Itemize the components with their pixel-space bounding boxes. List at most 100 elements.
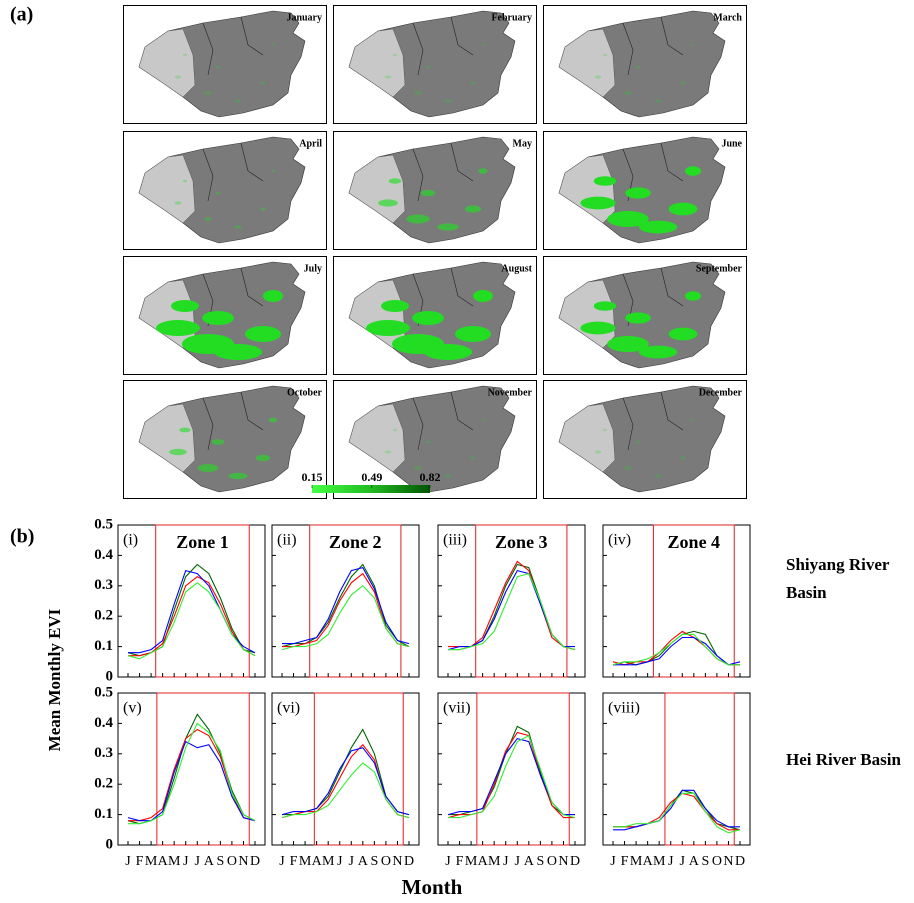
vegetation bbox=[444, 474, 452, 478]
evi-line bbox=[281, 585, 410, 651]
vegetation bbox=[638, 220, 678, 234]
month-label: April bbox=[299, 138, 322, 149]
vegetation bbox=[594, 75, 602, 79]
vegetation bbox=[263, 290, 283, 302]
y-tick-label: 0.4 bbox=[94, 547, 113, 563]
vegetation bbox=[197, 464, 219, 472]
month-label: June bbox=[721, 138, 742, 149]
vegetation bbox=[255, 454, 271, 462]
vegetation bbox=[169, 448, 187, 456]
evi-line bbox=[128, 576, 256, 657]
x-tick-label: J bbox=[445, 854, 451, 869]
map-panel: October bbox=[123, 380, 327, 499]
vegetation bbox=[260, 207, 266, 211]
x-tick-label: J bbox=[610, 854, 616, 869]
y-tick-label: 0.4 bbox=[94, 715, 113, 731]
vegetation bbox=[156, 320, 200, 336]
x-tick-label: F bbox=[456, 854, 464, 869]
vegetation bbox=[214, 344, 262, 360]
month-label: May bbox=[513, 138, 532, 149]
boundary bbox=[202, 142, 264, 202]
x-tick-label: J bbox=[183, 854, 189, 869]
vegetation bbox=[580, 196, 616, 210]
vegetation bbox=[470, 81, 476, 85]
map-panel: January bbox=[123, 5, 327, 124]
evi-line bbox=[282, 572, 410, 648]
vegetation bbox=[481, 43, 485, 47]
vegetation bbox=[384, 75, 392, 79]
x-tick-label: M bbox=[630, 854, 643, 869]
vegetation bbox=[685, 166, 701, 176]
evi-line bbox=[448, 572, 576, 651]
x-tick-label: J bbox=[680, 854, 686, 869]
vegetation bbox=[412, 311, 444, 325]
x-tick-label: A bbox=[158, 854, 169, 869]
x-tick-label: J bbox=[503, 854, 509, 869]
x-tick-label: N bbox=[238, 854, 248, 869]
x-tick-label: S bbox=[370, 854, 378, 869]
panel-number: (viii) bbox=[608, 700, 640, 717]
zone-title: Zone 1 bbox=[176, 532, 229, 552]
x-tick-label: A bbox=[643, 854, 654, 869]
y-tick-label: 0.2 bbox=[94, 608, 113, 624]
vegetation bbox=[204, 217, 212, 221]
month-label: August bbox=[501, 263, 532, 274]
vegetation bbox=[182, 179, 188, 183]
vegetation bbox=[215, 191, 221, 195]
evi-line bbox=[127, 563, 256, 657]
map-panel: March bbox=[543, 5, 747, 124]
mountains bbox=[138, 28, 196, 98]
map-panel: November bbox=[333, 380, 537, 499]
vegetation bbox=[680, 456, 686, 460]
x-tick-label: M bbox=[653, 854, 666, 869]
vegetation bbox=[414, 91, 422, 95]
evi-line bbox=[281, 762, 410, 819]
vegetation bbox=[594, 450, 602, 454]
x-tick-label: O bbox=[227, 854, 237, 869]
vegetation bbox=[444, 99, 452, 103]
mountains bbox=[348, 403, 406, 473]
evi-line bbox=[613, 789, 740, 831]
boundary bbox=[622, 391, 684, 451]
panel-label: (b) bbox=[10, 526, 34, 548]
season-box bbox=[309, 524, 402, 678]
season-box bbox=[475, 524, 568, 678]
season-box bbox=[476, 692, 570, 846]
map-panel: August bbox=[333, 256, 537, 375]
colorbar-label: 0.49 bbox=[361, 470, 382, 484]
evi-line bbox=[448, 734, 576, 819]
vegetation bbox=[455, 326, 491, 342]
mountains bbox=[558, 403, 616, 473]
vegetation bbox=[234, 99, 242, 103]
map-panel: December bbox=[543, 380, 747, 499]
evi-line bbox=[447, 731, 575, 819]
x-tick-label: D bbox=[250, 854, 260, 869]
vegetation bbox=[234, 225, 242, 229]
y-tick-label: 0 bbox=[106, 668, 114, 684]
panel-number: (iv) bbox=[608, 532, 631, 549]
vegetation bbox=[668, 202, 698, 216]
x-tick-label: A bbox=[689, 854, 700, 869]
vegetation bbox=[470, 456, 476, 460]
map-panel: May bbox=[333, 131, 537, 250]
colorbar bbox=[312, 485, 430, 493]
map-panel: February bbox=[333, 5, 537, 124]
y-axis-label: Mean Monthly EVI bbox=[45, 608, 64, 751]
vegetation bbox=[366, 320, 410, 336]
y-tick-label: 0.1 bbox=[94, 638, 113, 654]
x-tick-label: D bbox=[404, 854, 414, 869]
vegetation bbox=[602, 428, 608, 432]
evi-line bbox=[448, 725, 575, 816]
x-tick-label: J bbox=[515, 854, 521, 869]
vegetation bbox=[271, 169, 275, 173]
x-tick-label: F bbox=[621, 854, 629, 869]
vegetation bbox=[624, 91, 632, 95]
evi-line bbox=[448, 563, 576, 651]
mountains bbox=[558, 28, 616, 98]
vegetation bbox=[624, 466, 632, 470]
x-tick-label: D bbox=[570, 854, 580, 869]
x-tick-label: A bbox=[204, 854, 215, 869]
month-label: March bbox=[713, 12, 742, 23]
vegetation bbox=[437, 223, 459, 231]
x-tick-label: O bbox=[381, 854, 391, 869]
